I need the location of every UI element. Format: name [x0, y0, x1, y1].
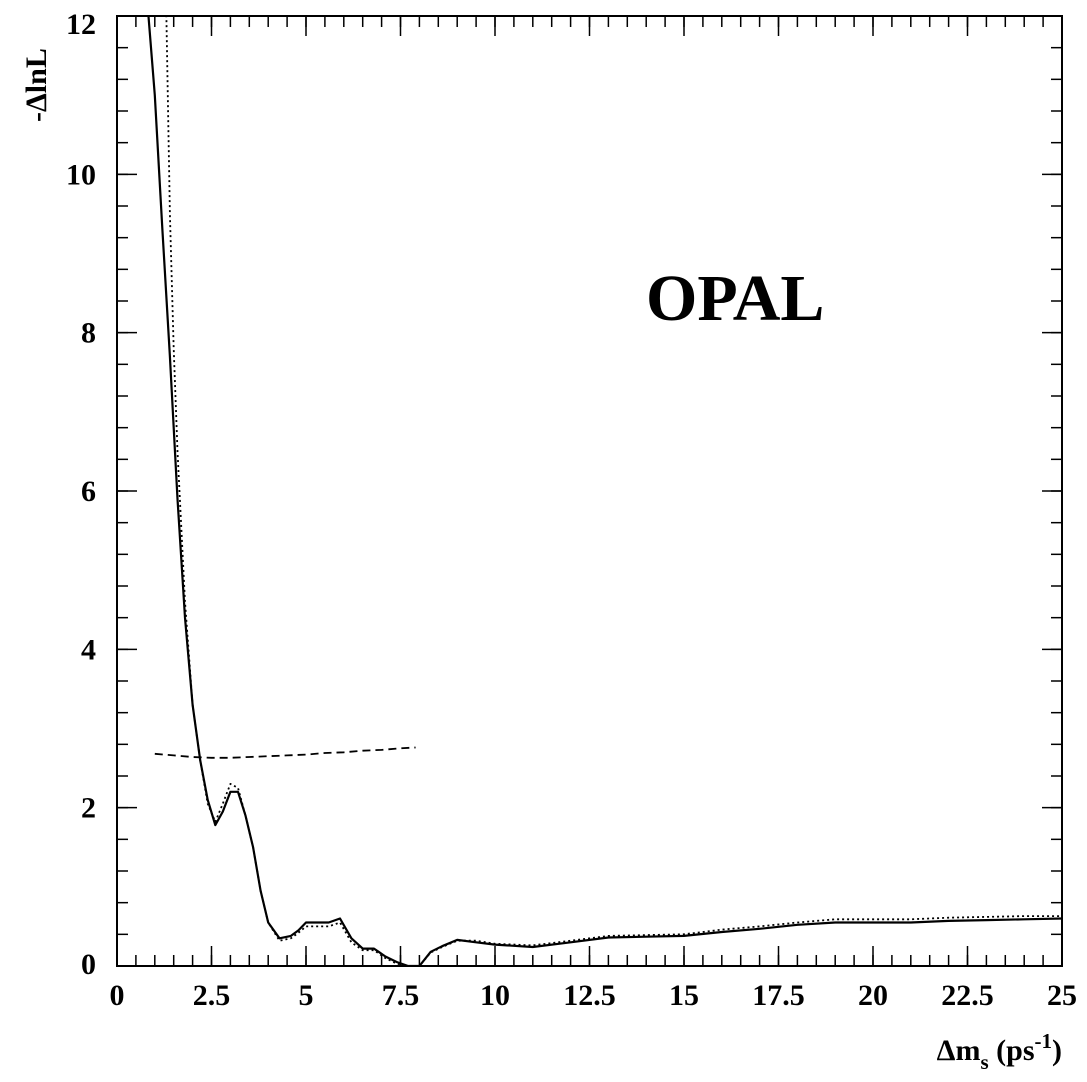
- y-tick-labels: 0 2 4 6 8 10 12: [66, 8, 96, 981]
- x-tick-label: 20: [858, 979, 888, 1012]
- series-layer: [147, 16, 1062, 966]
- y-tick-label: 12: [66, 8, 96, 41]
- y-tick-label: 10: [66, 158, 96, 191]
- opal-label: OPAL: [646, 262, 824, 335]
- y-tick-label: 8: [81, 317, 96, 350]
- x-tick-label: 5: [299, 979, 314, 1012]
- x-tick-label: 22.5: [941, 979, 994, 1012]
- series-dashed-line: [154, 746, 416, 759]
- x-axis-title-unit-exponent: -1: [1035, 1029, 1053, 1053]
- y-tick-label: 4: [81, 633, 96, 666]
- y-axis-title: -ΔlnL: [20, 48, 53, 122]
- x-tick-label: 25: [1047, 979, 1077, 1012]
- x-axis-title: Δms (ps-1): [937, 1029, 1062, 1074]
- series-solid-line: [147, 16, 1062, 966]
- y-tick-label: 2: [81, 792, 96, 825]
- plot-frame: [116, 15, 1063, 967]
- x-tick-label: 15: [669, 979, 699, 1012]
- y-tick-label: 0: [81, 948, 96, 981]
- x-axis-title-unit-close: ): [1052, 1034, 1062, 1067]
- x-tick-label: 7.5: [382, 979, 420, 1012]
- x-tick-label: 17.5: [752, 979, 805, 1012]
- x-tick-label: 2.5: [193, 979, 231, 1012]
- x-axis-title-subscript: s: [980, 1050, 988, 1074]
- x-tick-labels: 0 2.5 5 7.5 10 12.5 15 17.5 20 22.5 25: [110, 979, 1078, 1012]
- x-tick-label: 12.5: [563, 979, 616, 1012]
- x-tick-label: 10: [480, 979, 510, 1012]
- x-tick-label: 0: [110, 979, 125, 1012]
- y-tick-label: 6: [81, 475, 96, 508]
- x-axis-title-main: Δm: [937, 1034, 981, 1067]
- x-axis-title-unit-open: (ps: [989, 1034, 1035, 1067]
- series-dotted-line: [165, 16, 1062, 966]
- major-ticks: [116, 15, 1063, 967]
- minor-ticks: [116, 15, 1063, 967]
